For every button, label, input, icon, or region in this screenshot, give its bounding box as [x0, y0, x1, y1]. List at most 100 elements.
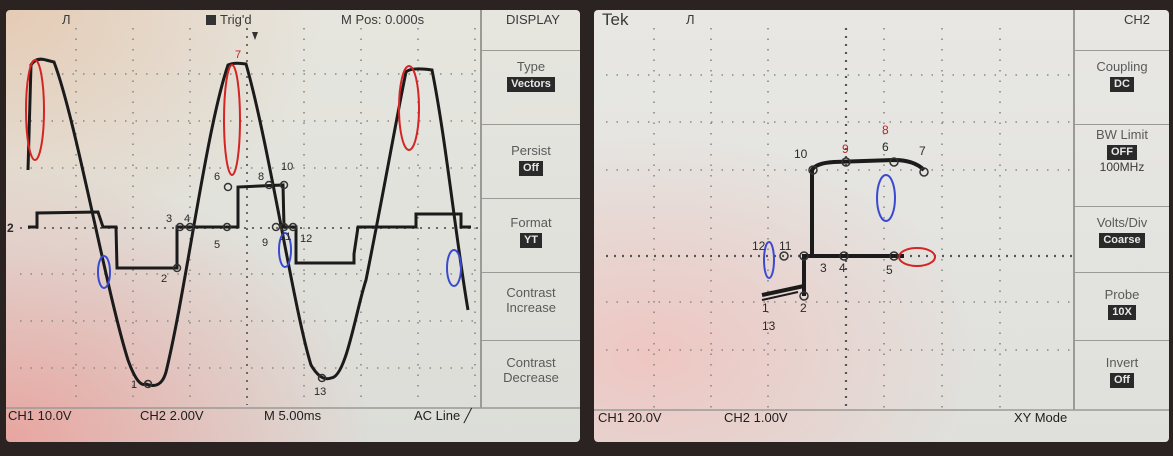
- right-blue-annotation-2: [763, 241, 775, 279]
- left-label-11: 11: [280, 231, 291, 243]
- ch2-step-trace: [28, 183, 471, 270]
- coupling-value: DC: [1110, 77, 1134, 92]
- trigger-status: Trig'd: [206, 12, 252, 27]
- format-value: YT: [519, 233, 543, 248]
- bw-limit-value: OFF: [1107, 145, 1137, 160]
- xy-trace-detail: [761, 291, 799, 301]
- right-label-12: 12: [752, 239, 766, 253]
- coupling-label: Coupling: [1096, 59, 1148, 74]
- left-waveform-display: 1 2 3 4 5 6 7 8 9 10 11 12 13 2: [6, 10, 580, 409]
- menu-invert-button[interactable]: Invert Off: [1075, 340, 1169, 421]
- right-label-13: 13: [762, 319, 776, 333]
- bw-limit-sub: 100MHz: [1099, 160, 1145, 174]
- left-center-axes: [20, 28, 478, 405]
- right-scope-screen: Tek Л CH2: [594, 10, 1169, 442]
- left-label-2: 2: [161, 273, 167, 285]
- probe-value: 10X: [1108, 305, 1136, 320]
- contrast-decrease-label: Contrast: [506, 355, 556, 370]
- right-label-6: 6: [882, 140, 889, 154]
- right-label-2: 2: [800, 301, 807, 315]
- volts-div-value: Coarse: [1099, 233, 1145, 248]
- right-graticule: [606, 28, 1072, 410]
- menu-coupling-button[interactable]: Coupling DC: [1075, 50, 1169, 125]
- m-pos-readout: M Pos: 0.000s: [341, 12, 425, 27]
- left-label-12: 12: [300, 233, 312, 245]
- menu-format-button[interactable]: Format YT: [482, 198, 580, 281]
- left-label-5: 5: [214, 239, 220, 251]
- trigger-status-text: Trig'd: [220, 12, 252, 27]
- right-ch1-scale: CH1 20.0V: [598, 410, 662, 425]
- menu-probe-button[interactable]: Probe 10X: [1075, 272, 1169, 353]
- invert-label: Invert: [1105, 355, 1139, 370]
- contrast-decrease-sub: Decrease: [503, 370, 559, 385]
- bw-limit-label: BW Limit: [1096, 127, 1148, 142]
- ground-marker: 2: [7, 221, 14, 235]
- volts-div-label: Volts/Div: [1096, 215, 1148, 230]
- right-blue-annotation-1: [876, 174, 896, 222]
- right-xy-display: 1 2 3 4 5 6 7 8 9 10 11 12 13: [594, 10, 1169, 411]
- left-ch1-scale: CH1 10.0V: [8, 408, 72, 423]
- menu-contrast-decrease-button[interactable]: Contrast Decrease: [482, 340, 580, 421]
- contrast-increase-sub: Increase: [506, 300, 556, 315]
- left-menu-title: DISPLAY: [506, 12, 560, 27]
- menu-contrast-increase-button[interactable]: Contrast Increase: [482, 272, 580, 351]
- left-label-7: 7: [235, 49, 241, 61]
- trigger-source-text: AC Line: [414, 408, 461, 423]
- menu-bw-limit-button[interactable]: BW Limit OFF 100MHz: [1075, 124, 1169, 201]
- left-display-menu: Type Vectors Persist Off Format YT Contr…: [482, 10, 580, 408]
- rising-edge-icon: ╱: [463, 408, 472, 423]
- right-label-9: 9: [842, 142, 849, 156]
- ch1-sine-trace: [26, 57, 470, 387]
- left-red-annotations: [25, 59, 420, 176]
- trig-square-icon: [206, 15, 216, 25]
- left-label-9: 9: [262, 237, 268, 249]
- probe-label: Probe: [1104, 287, 1140, 302]
- right-label-11: 11: [779, 239, 792, 253]
- right-channel-marker: Л: [686, 12, 695, 27]
- right-menu-title: CH2: [1124, 12, 1151, 27]
- invert-value: Off: [1110, 373, 1134, 388]
- menu-type-button[interactable]: Type Vectors: [482, 50, 580, 125]
- left-label-8: 8: [258, 171, 264, 183]
- right-label-10: 10: [794, 147, 808, 161]
- persist-value: Off: [519, 161, 543, 176]
- type-value: Vectors: [507, 77, 555, 92]
- left-point-labels: 1 2 3 4 5 6 7 8 9 10 11 12 13: [131, 49, 326, 398]
- menu-volts-div-button[interactable]: Volts/Div Coarse: [1075, 206, 1169, 281]
- right-label-4: 4: [839, 261, 846, 275]
- left-label-1: 1: [131, 379, 137, 391]
- brand-label: Tek: [602, 10, 629, 29]
- xy-trace: [761, 157, 926, 297]
- left-graticule: [20, 28, 478, 405]
- left-ch2-scale: CH2 2.00V: [140, 408, 204, 423]
- left-label-4: 4: [184, 213, 190, 225]
- right-point-markers: [779, 157, 929, 301]
- left-scope-screen: Л Trig'd M Pos: 0.000s DISPLAY: [6, 10, 580, 442]
- right-point-labels: 1 2 3 4 5 6 7 8 9 10 11 12 13: [752, 123, 926, 333]
- right-label-3: 3: [820, 261, 827, 275]
- right-ch2-menu: Coupling DC BW Limit OFF 100MHz Volts/Di…: [1075, 10, 1169, 410]
- right-red-annotation: [898, 247, 936, 267]
- left-label-13: 13: [314, 386, 326, 398]
- right-label-5: 5: [886, 263, 893, 277]
- right-center-axes: [606, 28, 1072, 410]
- trigger-source: AC Line ╱: [414, 408, 472, 424]
- left-channel-marker: Л: [62, 12, 71, 27]
- left-oscilloscope: Л Trig'd M Pos: 0.000s DISPLAY: [0, 0, 585, 456]
- time-scale: M 5.00ms: [264, 408, 322, 423]
- right-ch2-scale: CH2 1.00V: [724, 410, 788, 425]
- left-label-3: 3: [166, 213, 172, 225]
- right-label-7: 7: [919, 144, 926, 158]
- left-label-6: 6: [214, 171, 220, 183]
- format-label: Format: [510, 215, 552, 230]
- right-oscilloscope: Tek Л CH2: [590, 0, 1173, 456]
- persist-label: Persist: [511, 143, 551, 158]
- type-label: Type: [516, 59, 546, 74]
- left-point-markers: [143, 180, 327, 389]
- trigger-position-icon: [252, 32, 258, 40]
- xy-mode-indicator: XY Mode: [1014, 410, 1068, 425]
- left-blue-annotations: [97, 232, 462, 289]
- right-label-8: 8: [882, 123, 889, 137]
- contrast-increase-label: Contrast: [506, 285, 556, 300]
- menu-persist-button[interactable]: Persist Off: [482, 124, 580, 209]
